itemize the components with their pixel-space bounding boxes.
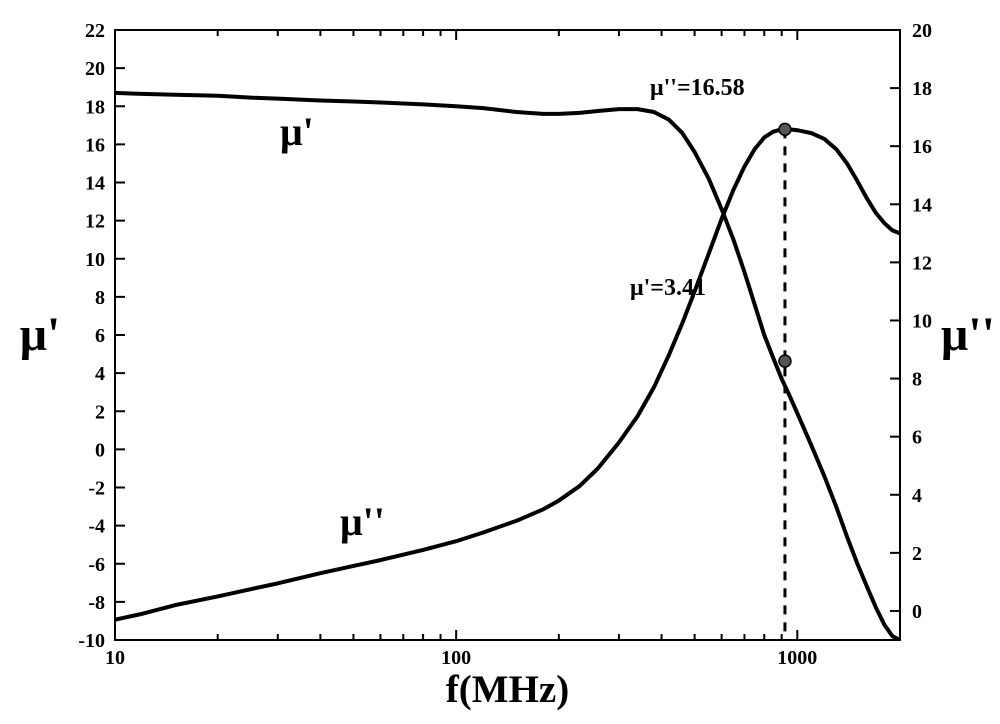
yl-tick-label: 12 [85, 211, 105, 233]
x-axis-label: f(MHz) [446, 668, 569, 711]
yl-tick-label: 14 [85, 173, 105, 195]
yl-tick-label: -4 [88, 516, 105, 538]
yl-tick-label: 8 [95, 287, 105, 309]
yl-tick-label: -10 [78, 630, 105, 652]
y-right-axis-label: μ'' [941, 308, 995, 361]
yr-tick-label: 10 [912, 310, 932, 332]
marker-0 [779, 123, 791, 135]
yl-tick-label: 10 [85, 249, 105, 271]
yr-tick-label: 4 [912, 485, 922, 507]
yr-tick-label: 18 [912, 78, 932, 100]
yr-tick-label: 20 [912, 20, 932, 42]
yl-tick-label: 16 [85, 134, 105, 156]
yl-tick-label: 6 [95, 325, 105, 347]
annotation-1: μ'=3.41 [630, 275, 706, 301]
yl-tick-label: 0 [95, 439, 105, 461]
x-tick-label: 10 [105, 647, 125, 669]
yl-tick-label: 22 [85, 20, 105, 42]
yr-tick-label: 0 [912, 601, 922, 623]
yl-tick-label: -8 [88, 592, 105, 614]
yr-tick-label: 8 [912, 369, 922, 391]
yr-tick-label: 6 [912, 427, 922, 449]
y-left-axis-label: μ' [20, 308, 61, 361]
plot-area [115, 30, 900, 640]
yr-tick-label: 12 [912, 252, 932, 274]
yr-tick-label: 2 [912, 543, 922, 565]
mu-second-curve [115, 129, 900, 619]
mu-second-curve-label: μ'' [340, 499, 385, 544]
yl-tick-label: -6 [88, 554, 105, 576]
mu-prime-curve-label: μ' [280, 109, 314, 154]
yr-tick-label: 14 [912, 194, 932, 216]
yl-tick-label: 18 [85, 96, 105, 118]
yl-tick-label: 2 [95, 401, 105, 423]
yr-tick-label: 16 [912, 136, 932, 158]
x-tick-label: 1000 [777, 647, 817, 669]
annotation-0: μ''=16.58 [650, 75, 745, 101]
yl-tick-label: 4 [95, 363, 105, 385]
yl-tick-label: 20 [85, 58, 105, 80]
yl-tick-label: -2 [88, 478, 105, 500]
x-tick-label: 100 [441, 647, 471, 669]
marker-1 [779, 355, 791, 367]
